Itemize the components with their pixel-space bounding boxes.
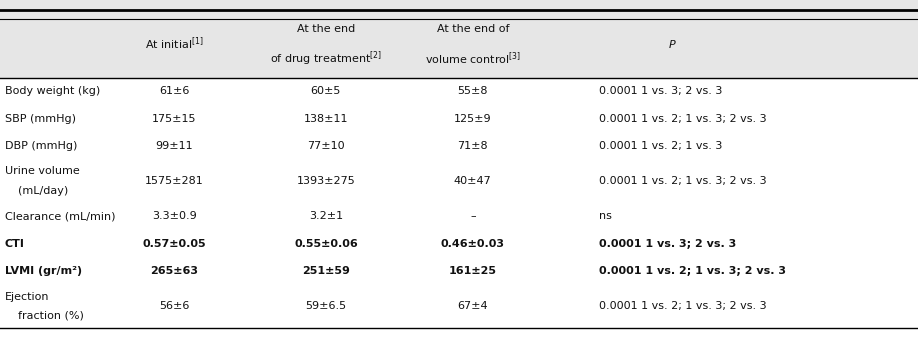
Text: 77±10: 77±10 [308, 141, 344, 151]
Text: CTI: CTI [5, 239, 25, 248]
Text: 251±59: 251±59 [302, 266, 350, 276]
Text: 0.57±0.05: 0.57±0.05 [142, 239, 207, 248]
Text: $P$: $P$ [667, 38, 677, 50]
Text: 125±9: 125±9 [454, 114, 491, 123]
Text: At initial$^{[1]}$: At initial$^{[1]}$ [145, 35, 204, 52]
Text: 56±6: 56±6 [159, 301, 190, 311]
Text: Ejection: Ejection [5, 292, 49, 301]
Text: 3.3±0.9: 3.3±0.9 [152, 211, 196, 221]
Text: 0.55±0.06: 0.55±0.06 [294, 239, 358, 248]
Text: 161±25: 161±25 [449, 266, 497, 276]
Text: 1393±275: 1393±275 [297, 176, 355, 186]
Text: Body weight (kg): Body weight (kg) [5, 86, 100, 96]
Text: of drug treatment$^{[2]}$: of drug treatment$^{[2]}$ [270, 50, 382, 69]
Text: 265±63: 265±63 [151, 266, 198, 276]
Bar [0, 328, 918, 338]
Text: 1575±281: 1575±281 [145, 176, 204, 186]
Text: At the end: At the end [297, 24, 355, 34]
Text: –: – [470, 211, 476, 221]
Text: 175±15: 175±15 [152, 114, 196, 123]
Text: ns: ns [599, 211, 611, 221]
Text: 3.2±1: 3.2±1 [308, 211, 343, 221]
Text: 0.0001 1 vs. 2; 1 vs. 3; 2 vs. 3: 0.0001 1 vs. 2; 1 vs. 3; 2 vs. 3 [599, 176, 767, 186]
Text: 0.46±0.03: 0.46±0.03 [441, 239, 505, 248]
Text: (mL/day): (mL/day) [18, 186, 69, 196]
Text: Clearance (mL/min): Clearance (mL/min) [5, 211, 115, 221]
Text: 71±8: 71±8 [457, 141, 488, 151]
Text: 138±11: 138±11 [304, 114, 348, 123]
Text: fraction (%): fraction (%) [18, 311, 84, 321]
Text: 60±5: 60±5 [310, 86, 341, 96]
Text: 0.0001 1 vs. 2; 1 vs. 3; 2 vs. 3: 0.0001 1 vs. 2; 1 vs. 3; 2 vs. 3 [599, 266, 786, 276]
Text: 59±6.5: 59±6.5 [306, 301, 346, 311]
Text: 61±6: 61±6 [159, 86, 190, 96]
Text: LVMI (gr/m²): LVMI (gr/m²) [5, 266, 82, 276]
Text: SBP (mmHg): SBP (mmHg) [5, 114, 75, 123]
Bar [0, 10, 918, 78]
Bar [0, 78, 918, 328]
Text: 0.0001 1 vs. 3; 2 vs. 3: 0.0001 1 vs. 3; 2 vs. 3 [599, 86, 722, 96]
Text: volume control$^{[3]}$: volume control$^{[3]}$ [425, 51, 521, 68]
Text: 55±8: 55±8 [457, 86, 488, 96]
Text: 0.0001 1 vs. 2; 1 vs. 3; 2 vs. 3: 0.0001 1 vs. 2; 1 vs. 3; 2 vs. 3 [599, 301, 767, 311]
Text: 99±11: 99±11 [156, 141, 193, 151]
Text: Urine volume: Urine volume [5, 167, 79, 176]
Text: 0.0001 1 vs. 3; 2 vs. 3: 0.0001 1 vs. 3; 2 vs. 3 [599, 239, 736, 248]
Text: DBP (mmHg): DBP (mmHg) [5, 141, 77, 151]
Text: 0.0001 1 vs. 2; 1 vs. 3: 0.0001 1 vs. 2; 1 vs. 3 [599, 141, 722, 151]
Text: At the end of: At the end of [437, 24, 509, 34]
Text: 0.0001 1 vs. 2; 1 vs. 3; 2 vs. 3: 0.0001 1 vs. 2; 1 vs. 3; 2 vs. 3 [599, 114, 767, 123]
Text: 40±47: 40±47 [453, 176, 492, 186]
Text: 67±4: 67±4 [457, 301, 488, 311]
